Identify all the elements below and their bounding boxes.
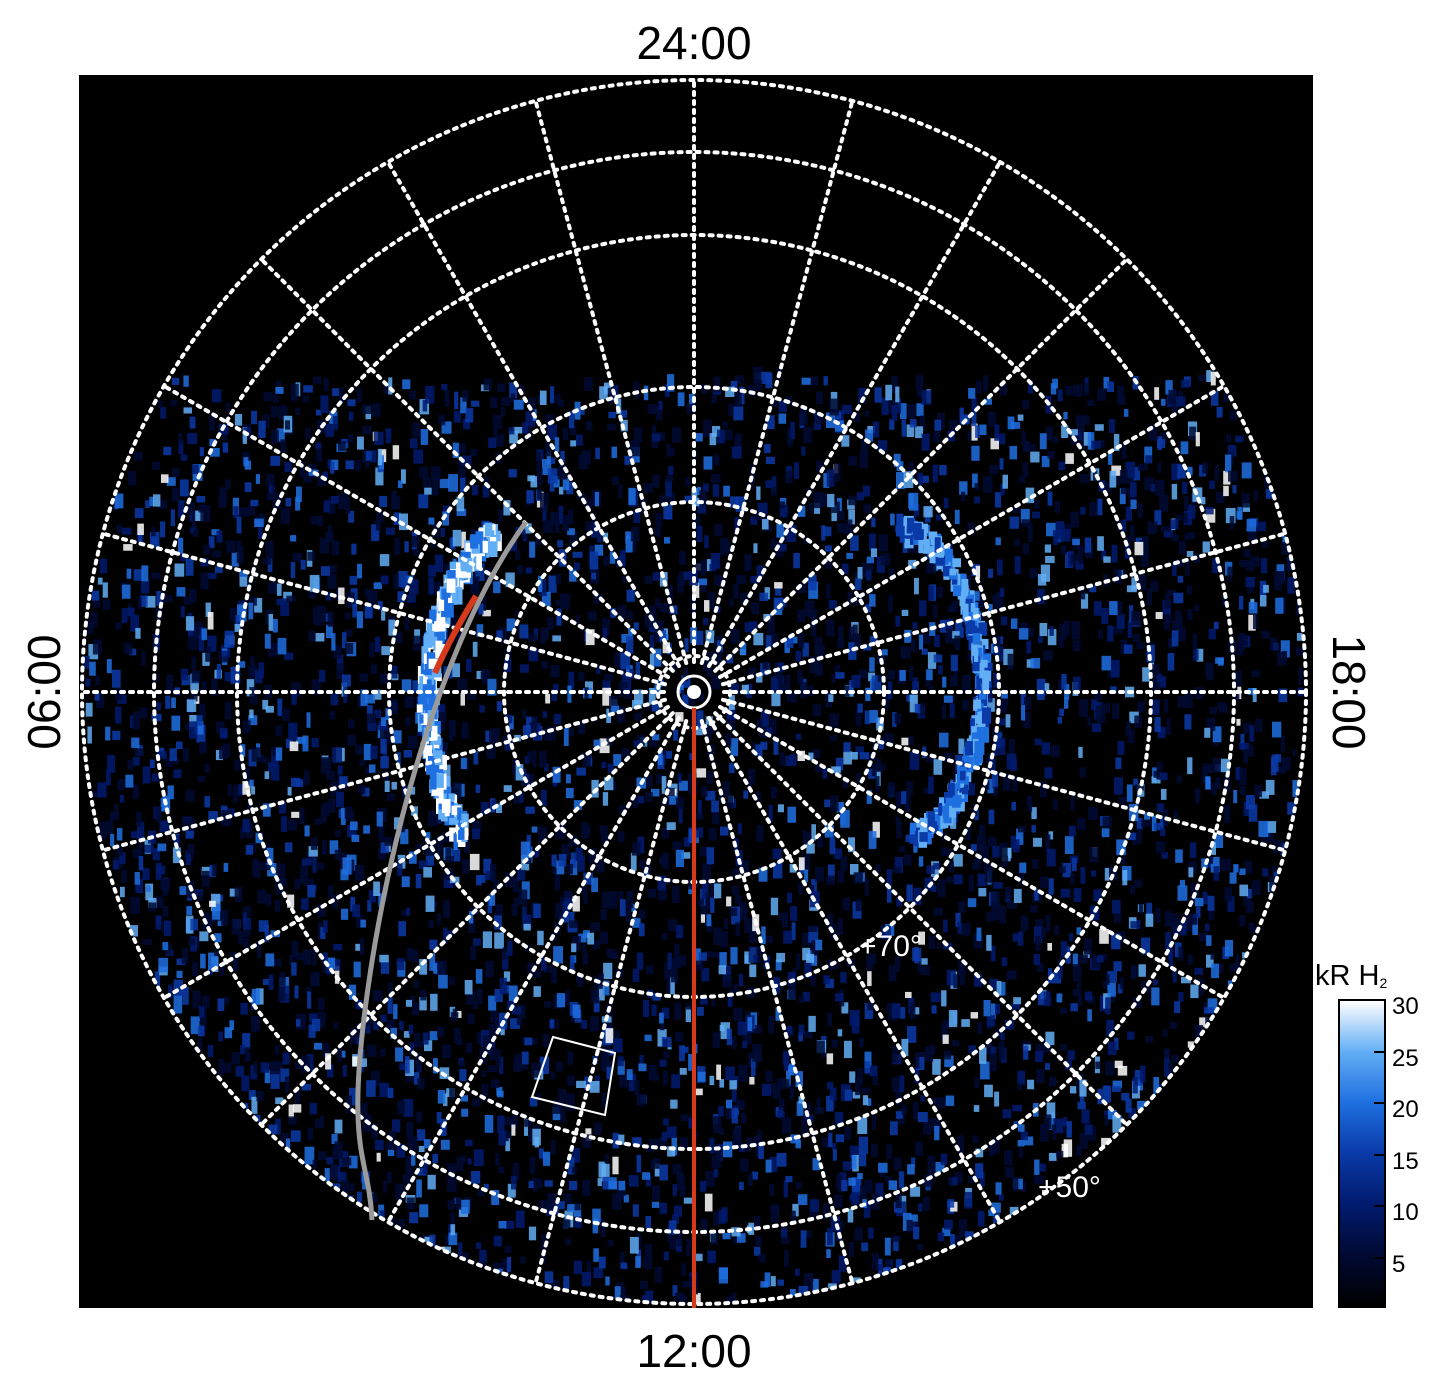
meridian-line	[707, 716, 1002, 1224]
colorbar-tick	[1374, 1050, 1386, 1053]
overlay-layer	[355, 520, 712, 1308]
colorbar-title: kR H2	[1315, 960, 1388, 992]
local-time-label-18: 18:00	[1323, 634, 1375, 750]
meridian-line	[259, 257, 675, 673]
pole-dot	[687, 685, 701, 699]
meridian-line	[699, 719, 855, 1286]
meridian-line	[699, 98, 855, 665]
colorbar-tick	[1374, 1102, 1386, 1104]
local-time-label-24: 24:00	[636, 17, 752, 69]
meridian-line	[100, 697, 667, 853]
colorbar-tick-label: 25	[1392, 1044, 1419, 1072]
meridian-line	[721, 531, 1288, 687]
auroral-emission	[83, 366, 1305, 1304]
meridian-line	[386, 160, 681, 668]
latitude-label-70: +70°	[859, 930, 922, 963]
meridian-line	[100, 531, 667, 687]
spacecraft-track-red	[432, 594, 479, 675]
meridian-line	[259, 711, 675, 1127]
meridian-line	[707, 160, 1002, 668]
colorbar: kR H2 30 25 20 15 10 5	[1300, 958, 1440, 1318]
meridian-line	[162, 384, 670, 679]
spacecraft-track-grey	[355, 520, 529, 1221]
meridian-line	[718, 384, 1226, 679]
polar-projection-map: +70° +50°	[79, 75, 1313, 1308]
colorbar-tick-label: 15	[1392, 1147, 1419, 1175]
latitude-label-50: +50°	[1038, 1171, 1101, 1204]
meridian-line	[533, 719, 689, 1286]
colorbar-tick	[1374, 1205, 1386, 1207]
colorbar-tick	[1374, 1153, 1386, 1156]
colorbar-tick	[1374, 999, 1386, 1001]
meridian-line	[533, 98, 689, 665]
meridian-line	[718, 705, 1226, 1000]
local-time-label-06: 06:00	[18, 634, 70, 750]
meridian-line	[721, 697, 1288, 853]
colorbar-tick	[1374, 1256, 1386, 1259]
meridian-line	[713, 257, 1129, 673]
meridian-line	[386, 716, 681, 1224]
local-time-label-12: 12:00	[636, 1325, 752, 1377]
polar-map-svg	[80, 78, 1308, 1308]
target-box	[530, 1035, 617, 1117]
colorbar-tick-label: 10	[1392, 1199, 1419, 1226]
meridian-line	[162, 705, 670, 1000]
meridian-line	[713, 711, 1129, 1127]
colorbar-tick-label: 5	[1392, 1250, 1406, 1278]
colorbar-tick-label: 30	[1392, 993, 1419, 1020]
colorbar-tick-label: 20	[1392, 1096, 1419, 1123]
lat-lon-grid	[80, 78, 1308, 1306]
